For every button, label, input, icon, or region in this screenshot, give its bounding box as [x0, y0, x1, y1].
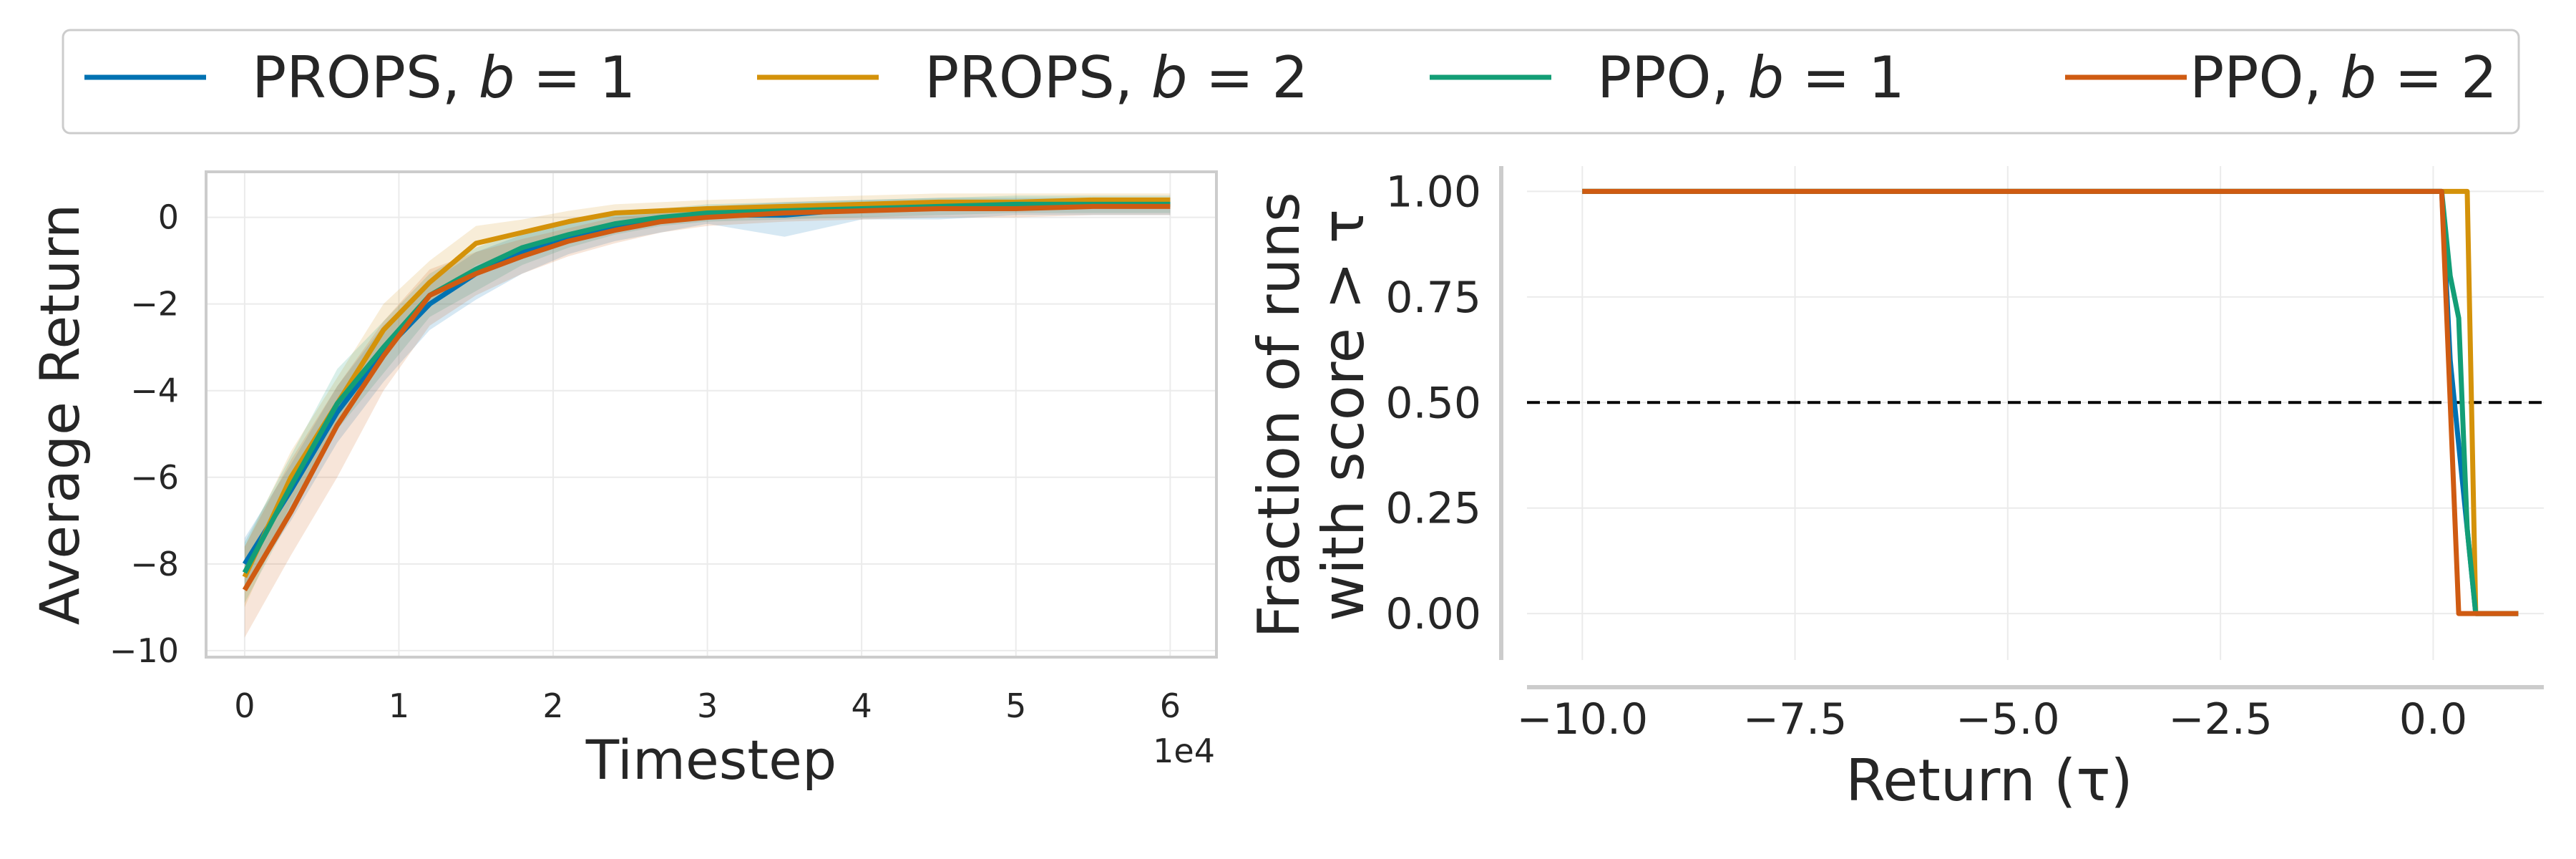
line-ppo-b-1: [242, 201, 1171, 574]
left-x-tick-label: 1: [389, 686, 409, 725]
line-props-b-2: [242, 197, 1171, 578]
legend-frame: [62, 29, 2520, 135]
left-y-tick-labels: 0 −2 −4 −6 −8 −10: [109, 198, 179, 670]
right-x-tick-label: −5.0: [1956, 694, 2060, 744]
right-y-axis-label-line1: Fraction of runs: [1246, 192, 1312, 638]
left-series-lines: [242, 197, 1171, 591]
left-x-axis-label: Timestep: [585, 728, 836, 792]
left-plot-frame: [205, 170, 1218, 659]
left-x-tick-labels: 0 1 2 3 4 5 6: [234, 686, 1181, 725]
left-y-tick-label: −6: [130, 458, 179, 497]
left-y-tick-label: −10: [109, 631, 179, 670]
right-y-tick-label: 0.75: [1385, 273, 1481, 323]
right-y-tick-label: 1.00: [1385, 167, 1481, 217]
left-chart: 0 1 2 3 4 5 6 0 −2 −4 −6 −8 −10 Timestep 1e4 Averag…: [28, 170, 1218, 792]
right-x-tick-label: −10.0: [1516, 694, 1648, 744]
left-x-tick-label: 3: [697, 686, 718, 725]
band-props-b-1: [244, 198, 1171, 591]
left-y-tick-label: −4: [130, 372, 179, 410]
line-ppo-b-2: [242, 203, 1171, 591]
left-x-tick-label: 4: [852, 686, 872, 725]
right-y-tick-label: 0.00: [1385, 589, 1481, 639]
right-x-tick-label: 0.0: [2399, 694, 2467, 744]
right-x-tick-label: −7.5: [1743, 694, 1848, 744]
right-series-lines: [1582, 188, 2519, 616]
legend-label: PPO, b = 1: [1597, 44, 1905, 111]
legend-item-ppo-b1: PPO, b = 1: [1430, 44, 1905, 111]
right-chart: −10.0 −7.5 −5.0 −2.5 0.0 0.00 0.25 0.50 0.75 1.0…: [1246, 166, 2544, 814]
left-y-tick-label: −8: [130, 545, 179, 583]
legend-item-props-b1: PROPS, b = 1: [84, 44, 635, 111]
right-x-tick-labels: −10.0 −7.5 −5.0 −2.5 0.0: [1516, 694, 2467, 744]
right-y-tick-label: 0.25: [1385, 484, 1481, 534]
left-y-axis-label: Average Return: [28, 204, 92, 625]
legend-item-props-b2: PROPS, b = 2: [757, 44, 1308, 111]
legend: PROPS, b = 1 PROPS, b = 2 PPO, b = 1 PPO…: [62, 29, 2520, 135]
left-confidence-bands: [244, 193, 1171, 638]
right-y-tick-labels: 0.00 0.25 0.50 0.75 1.00: [1385, 167, 1481, 639]
right-y-tick-label: 0.50: [1385, 378, 1481, 428]
legend-item-ppo-b2: PPO, b = 2: [2065, 44, 2497, 111]
left-x-tick-label: 6: [1160, 686, 1181, 725]
left-y-tick-label: 0: [158, 198, 179, 237]
left-x-tick-label: 2: [542, 686, 563, 725]
left-x-tick-label: 5: [1005, 686, 1026, 725]
left-y-tick-label: −2: [130, 285, 179, 324]
legend-label: PPO, b = 2: [2190, 44, 2497, 111]
right-x-tick-label: −2.5: [2168, 694, 2273, 744]
right-grid: [1527, 166, 2544, 660]
left-x-tick-label: 0: [234, 686, 255, 725]
legend-label: PROPS, b = 2: [924, 44, 1308, 111]
right-x-axis-label: Return (τ): [1845, 747, 2132, 814]
legend-label: PROPS, b = 1: [252, 44, 635, 111]
line-ppo-b-2: [1582, 188, 2519, 616]
left-x-offset-label: 1e4: [1153, 732, 1215, 770]
right-y-axis-label-line2: with score > τ: [1310, 209, 1377, 621]
